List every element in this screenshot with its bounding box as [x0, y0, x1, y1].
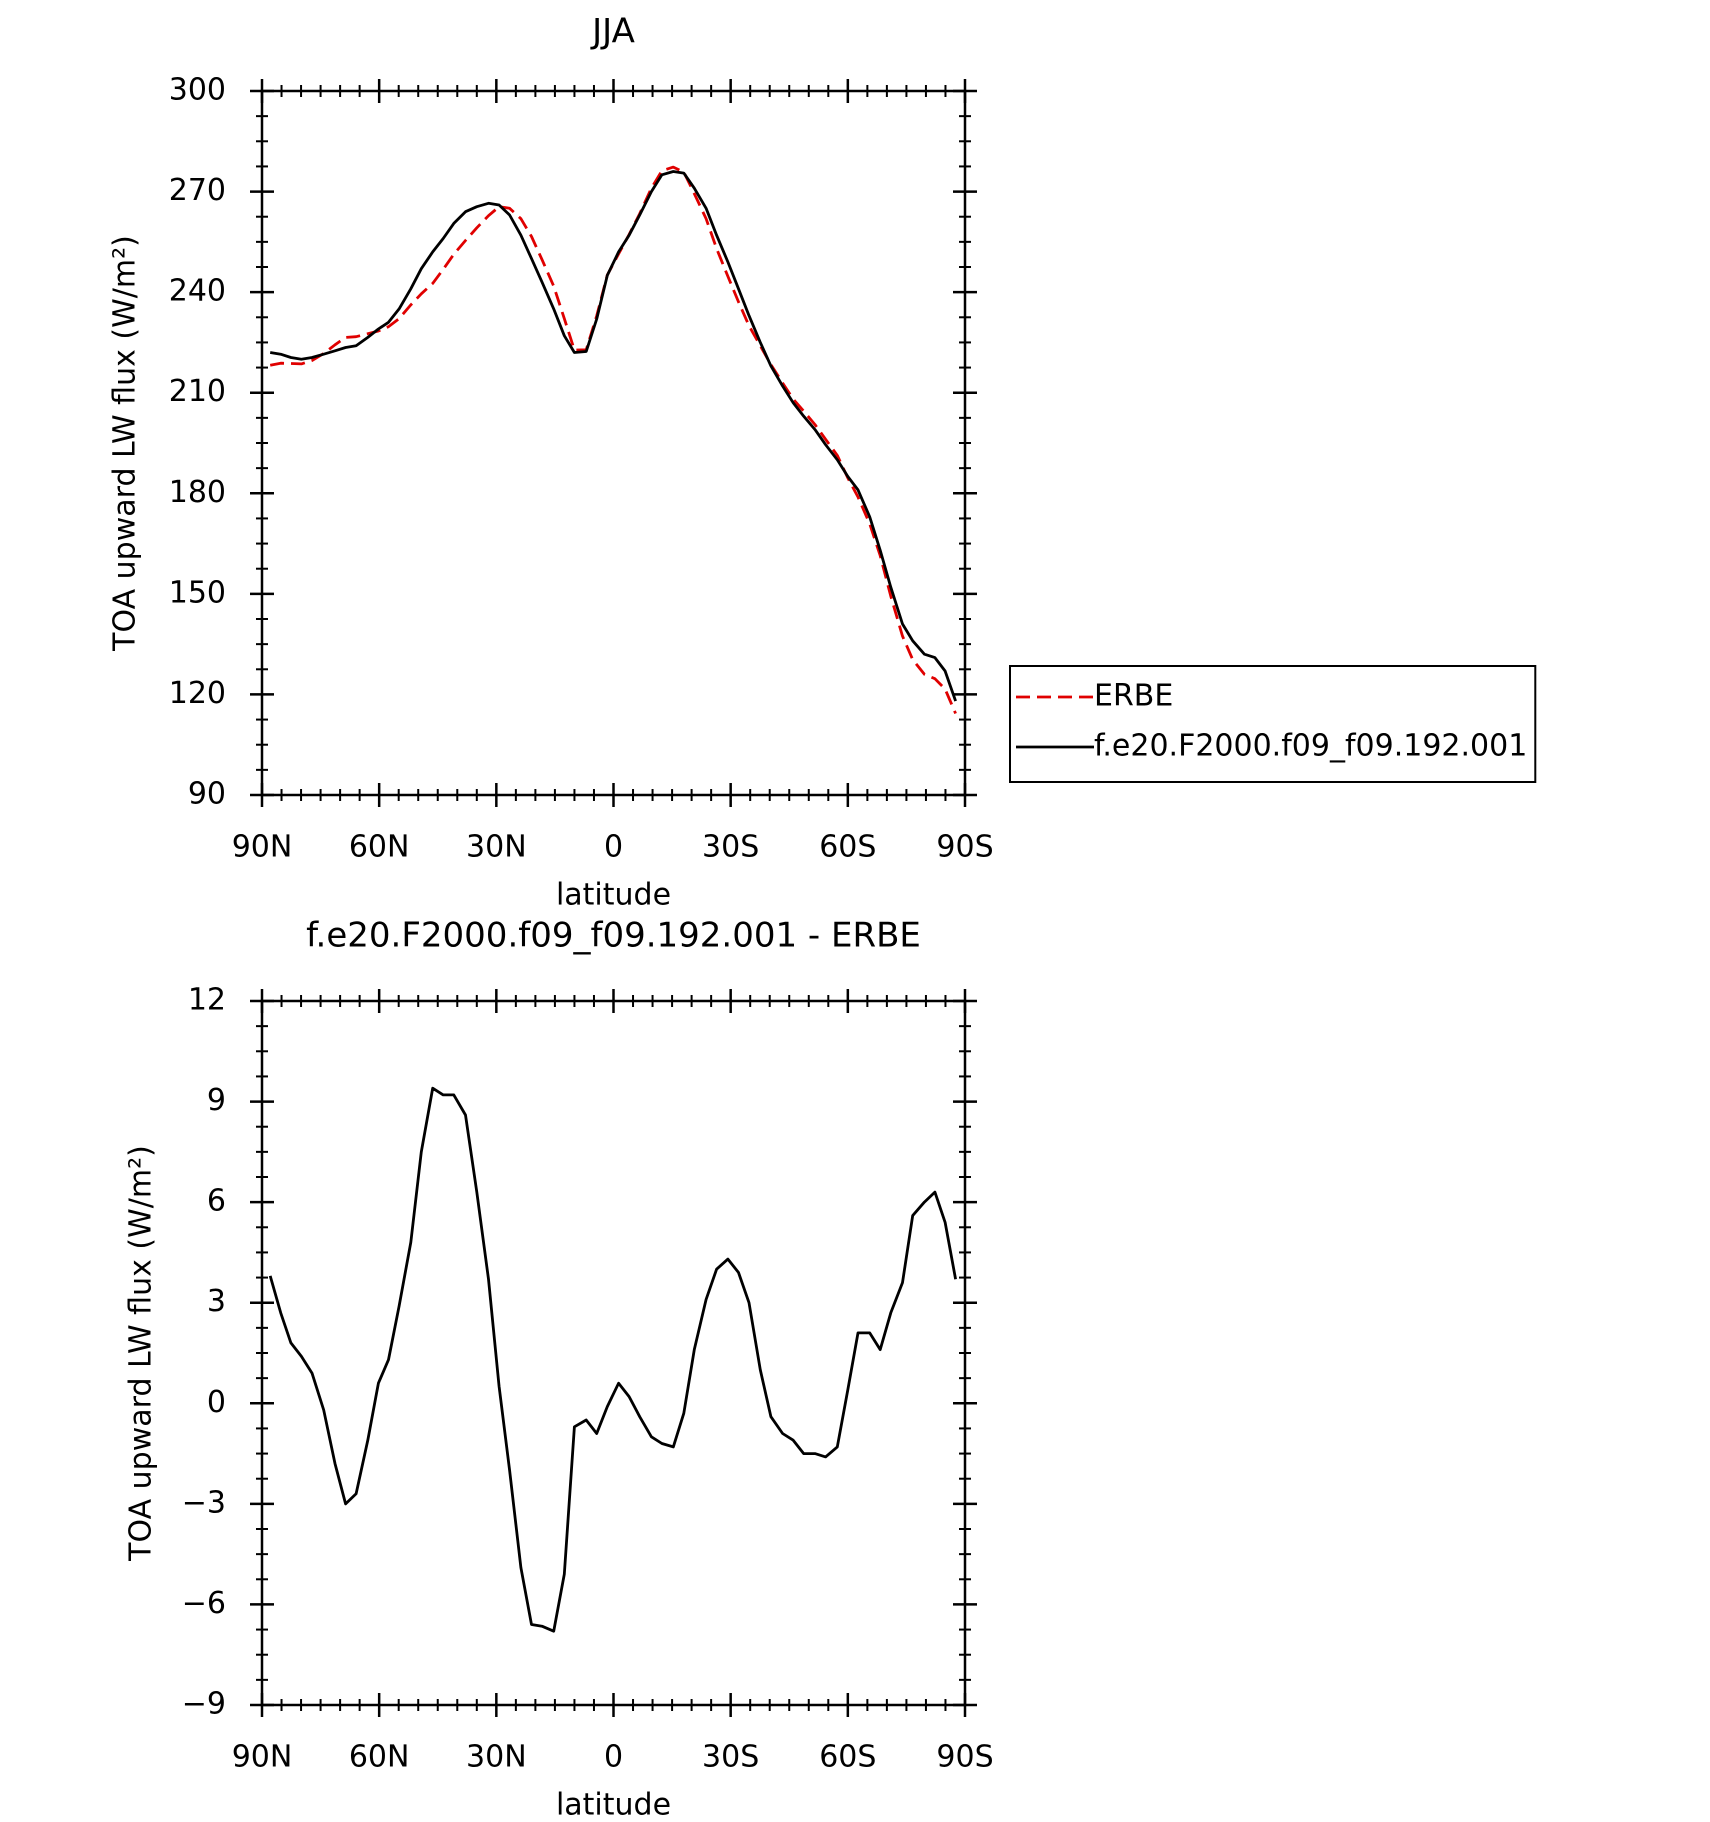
y-tick-label: 210 [169, 374, 226, 409]
y-tick-label: −6 [182, 1586, 226, 1621]
y-tick-label: −9 [182, 1687, 226, 1722]
x-tick-label: 60S [819, 830, 876, 865]
x-tick-label: 0 [604, 830, 623, 865]
y-tick-label: 3 [207, 1284, 226, 1319]
chart-title: f.e20.F2000.f09_f09.192.001 - ERBE [306, 916, 921, 956]
plot-frame [260, 89, 967, 797]
x-tick-label: 90S [936, 1740, 993, 1775]
chart-title: JJA [590, 12, 635, 52]
x-tick-label: 30S [702, 830, 759, 865]
data-line [269, 170, 957, 702]
legend-label: f.e20.F2000.f09_f09.192.001 [1094, 729, 1527, 764]
y-tick-label: 240 [169, 274, 226, 309]
x-tick-label: 30S [702, 1740, 759, 1775]
y-tick-label: 9 [207, 1083, 226, 1118]
x-tick-label: 60N [349, 1740, 410, 1775]
y-tick-label: 0 [207, 1385, 226, 1420]
plot-frame [260, 999, 967, 1707]
x-tick-label: 90N [232, 1740, 293, 1775]
y-tick-label: 270 [169, 173, 226, 208]
x-tick-label: 30N [466, 1740, 527, 1775]
x-axis-label: latitude [556, 1788, 671, 1822]
x-tick-label: 0 [604, 1740, 623, 1775]
legend-box [1009, 665, 1537, 783]
y-tick-label: 300 [169, 73, 226, 108]
x-axis-label: latitude [556, 878, 671, 913]
legend-label: ERBE [1094, 679, 1173, 714]
x-tick-label: 60S [819, 1740, 876, 1775]
x-tick-label: 90N [232, 830, 293, 865]
y-tick-label: 120 [169, 676, 226, 711]
x-tick-label: 30N [466, 830, 527, 865]
data-line [268, 1086, 957, 1633]
legend: ERBE f.e20.F2000.f09_f09.192.001 [1009, 665, 1537, 783]
y-tick-label: 180 [169, 475, 226, 510]
y-tick-label: 150 [169, 575, 226, 610]
x-tick-label: 90S [936, 830, 993, 865]
x-tick-label: 60N [349, 830, 410, 865]
y-tick-label: −3 [182, 1485, 226, 1520]
y-tick-label: 6 [207, 1184, 226, 1219]
data-line [269, 165, 957, 715]
y-axis-label: TOA upward LW flux (W/m²) [108, 235, 143, 652]
y-axis-label: TOA upward LW flux (W/m²) [124, 1145, 159, 1562]
y-tick-label: 12 [188, 983, 226, 1018]
y-tick-label: 90 [188, 777, 226, 812]
